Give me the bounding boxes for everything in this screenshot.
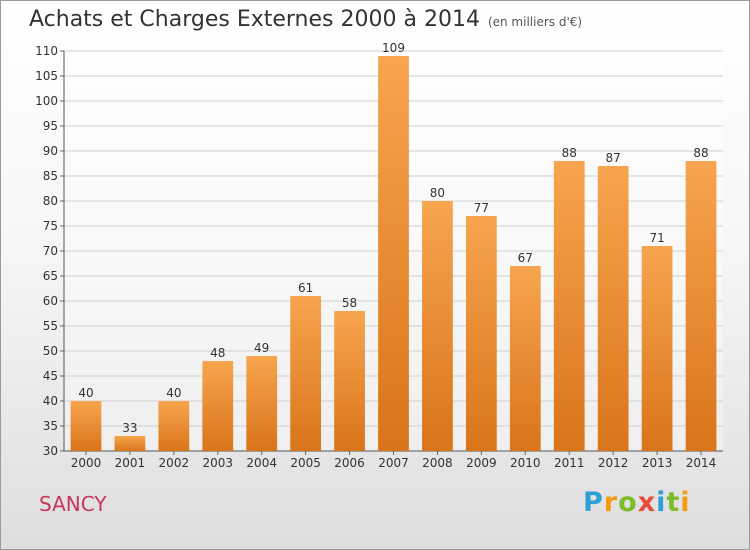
bar <box>202 361 234 451</box>
bar <box>70 401 102 451</box>
x-tick-label: 2010 <box>510 456 541 470</box>
bar-value-label: 49 <box>254 341 269 355</box>
chart-title: Achats et Charges Externes 2000 à 2014 (e… <box>29 7 582 32</box>
y-tick-label: 45 <box>43 369 58 383</box>
bar <box>597 166 629 451</box>
bar <box>422 201 453 451</box>
y-tick-label: 50 <box>43 344 58 358</box>
bar-value-label: 71 <box>649 231 664 245</box>
bar-value-label: 77 <box>474 201 489 215</box>
y-tick-label: 110 <box>35 44 58 58</box>
y-tick-label: 70 <box>43 244 58 258</box>
bar-value-label: 40 <box>78 386 93 400</box>
y-tick-label: 85 <box>43 169 58 183</box>
bar-value-label: 88 <box>562 146 577 160</box>
bar-value-label: 48 <box>210 346 225 360</box>
y-tick-label: 100 <box>35 94 58 108</box>
logo-letter: x <box>637 487 657 518</box>
bar <box>553 161 585 451</box>
bar <box>685 161 717 451</box>
x-tick-label: 2014 <box>686 456 717 470</box>
x-tick-label: 2002 <box>159 456 190 470</box>
x-tick-label: 2000 <box>71 456 102 470</box>
bar <box>246 356 278 451</box>
y-tick-label: 105 <box>35 69 58 83</box>
y-tick-label: 55 <box>43 319 58 333</box>
proxiti-logo: Proxiti <box>583 487 691 518</box>
y-tick-label: 40 <box>43 394 58 408</box>
bar <box>378 56 409 451</box>
logo-letter: t <box>666 487 681 518</box>
logo-letter: o <box>618 487 638 518</box>
x-tick-label: 2008 <box>422 456 453 470</box>
bar-value-label: 67 <box>518 251 533 265</box>
y-tick-label: 80 <box>43 194 58 208</box>
title-unit: (en milliers d'€) <box>487 15 583 29</box>
logo-letter: i <box>680 487 691 518</box>
logo-letter: i <box>656 487 667 518</box>
y-tick-label: 75 <box>43 219 58 233</box>
bar-value-label: 58 <box>342 296 357 310</box>
bar-value-label: 33 <box>122 421 137 435</box>
bar-value-label: 109 <box>382 41 405 55</box>
x-tick-label: 2013 <box>642 456 673 470</box>
x-tick-label: 2005 <box>290 456 321 470</box>
bar-value-label: 80 <box>430 186 445 200</box>
x-tick-label: 2012 <box>598 456 629 470</box>
title-text: Achats et Charges Externes 2000 à 2014 <box>29 7 480 32</box>
x-tick-label: 2003 <box>202 456 233 470</box>
bar <box>114 436 146 451</box>
y-tick-label: 65 <box>43 269 58 283</box>
bar <box>334 311 365 451</box>
bar <box>290 296 322 451</box>
bar <box>509 266 541 451</box>
y-tick-label: 60 <box>43 294 58 308</box>
x-tick-label: 2006 <box>334 456 365 470</box>
bar-value-label: 88 <box>693 146 708 160</box>
commune-name: SANCY <box>39 492 107 516</box>
bar <box>158 401 190 451</box>
x-tick-label: 2001 <box>115 456 146 470</box>
bar-value-label: 61 <box>298 281 313 295</box>
y-tick-label: 30 <box>43 444 58 458</box>
y-tick-label: 95 <box>43 119 58 133</box>
x-tick-label: 2009 <box>466 456 497 470</box>
y-tick-label: 90 <box>43 144 58 158</box>
x-tick-label: 2007 <box>378 456 409 470</box>
x-tick-label: 2011 <box>554 456 585 470</box>
bar <box>641 246 673 451</box>
bar-value-label: 87 <box>606 151 621 165</box>
logo-letter: P <box>583 487 604 518</box>
y-tick-label: 35 <box>43 419 58 433</box>
x-tick-label: 2004 <box>246 456 277 470</box>
bar <box>465 216 497 451</box>
logo-letter: r <box>603 487 619 518</box>
bar-value-label: 40 <box>166 386 181 400</box>
